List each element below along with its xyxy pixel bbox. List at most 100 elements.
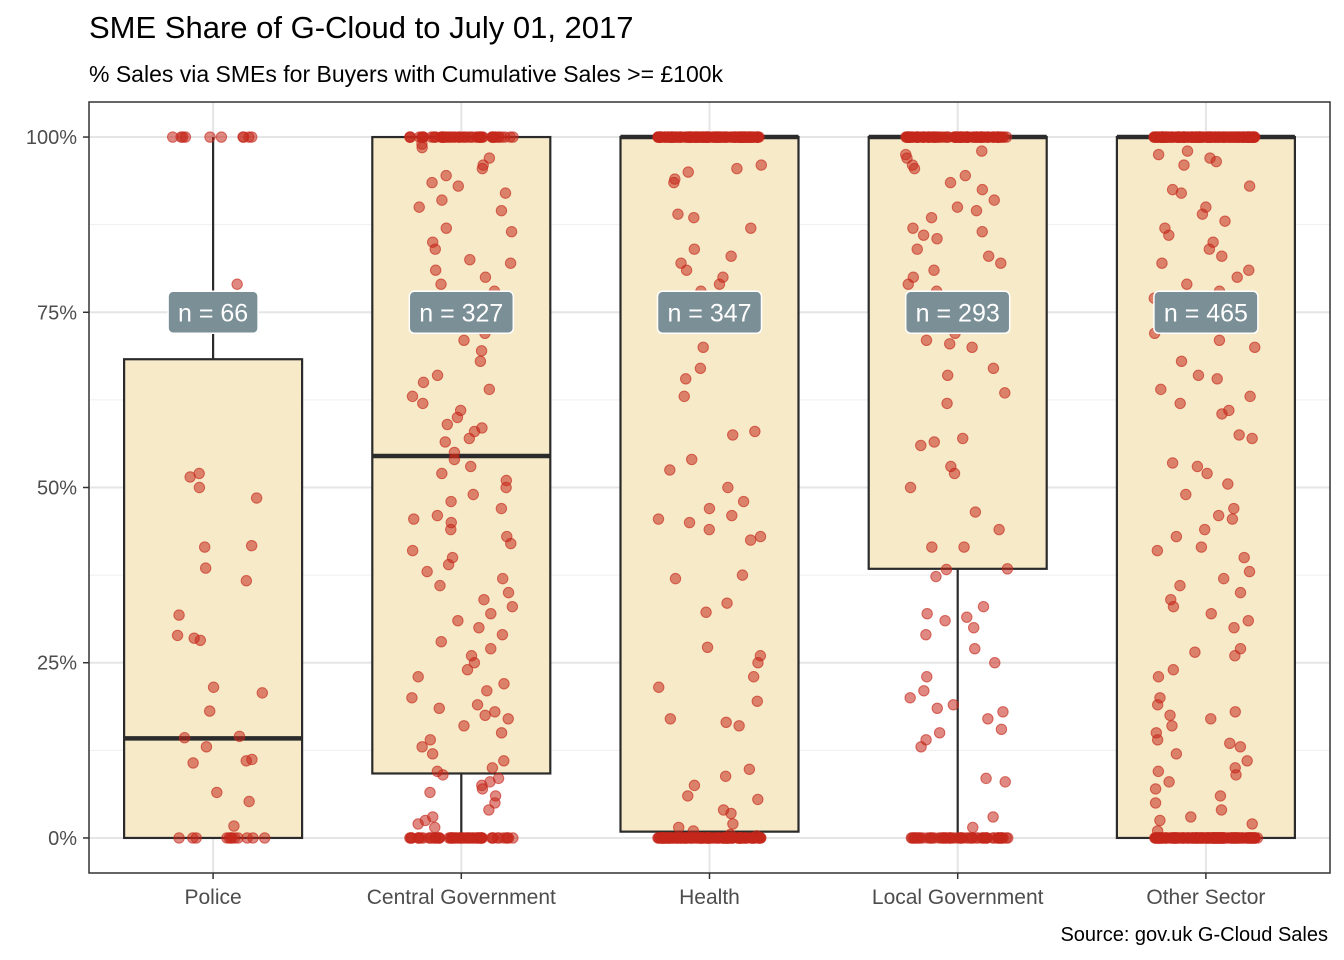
data-point [441, 418, 454, 431]
data-point [1166, 720, 1178, 732]
data-point [200, 741, 213, 753]
data-point [957, 432, 969, 445]
data-point [1149, 797, 1162, 809]
data-point [743, 763, 756, 775]
data-point [452, 180, 464, 192]
data-point [190, 832, 202, 844]
data-point [976, 183, 989, 196]
data-point [664, 464, 676, 476]
data-point [1241, 755, 1253, 767]
data-point [1175, 187, 1187, 199]
data-point [426, 176, 438, 189]
data-point [694, 362, 707, 375]
box [1115, 135, 1297, 840]
data-point [991, 832, 1004, 844]
data-point [1180, 488, 1192, 501]
data-point [703, 523, 715, 536]
data-point [933, 727, 946, 739]
data-point [959, 169, 972, 182]
data-point [1195, 541, 1208, 553]
data-point [727, 818, 739, 830]
data-point [1205, 713, 1217, 725]
data-point [173, 832, 185, 844]
n-label-box [904, 290, 1011, 335]
data-point [498, 755, 510, 767]
data-point [969, 643, 981, 655]
data-point [968, 131, 980, 143]
data-point [982, 250, 995, 262]
data-point [675, 832, 687, 844]
data-point [245, 539, 258, 552]
data-point [479, 709, 491, 721]
data-point [1192, 369, 1205, 382]
data-point [463, 432, 476, 445]
points-1 [404, 131, 519, 844]
data-point [961, 611, 973, 623]
data-point [706, 832, 718, 844]
data-point [921, 131, 934, 143]
data-point [682, 790, 694, 802]
data-point [476, 162, 489, 175]
data-point [467, 488, 479, 501]
data-point [461, 664, 474, 676]
data-point [1231, 271, 1243, 283]
data-point [736, 569, 749, 581]
data-point [406, 692, 418, 704]
data-point [733, 720, 745, 732]
data-point [1164, 709, 1176, 721]
data-point [228, 820, 240, 832]
points-0 [166, 131, 271, 844]
data-point [669, 572, 682, 585]
data-point [1194, 832, 1206, 844]
box-group-1 [371, 135, 552, 838]
data-point [1166, 457, 1179, 469]
data-point [688, 779, 701, 792]
data-point [680, 373, 692, 385]
data-point [1170, 748, 1183, 760]
data-point [673, 821, 685, 834]
data-point [429, 243, 441, 255]
data-point [729, 131, 741, 143]
data-point [471, 699, 484, 711]
x-tick-label: Other Sector [1146, 886, 1265, 909]
data-point [233, 730, 246, 743]
data-point [672, 208, 684, 220]
data-point [256, 687, 268, 699]
data-point [433, 702, 445, 714]
data-point [682, 166, 694, 178]
data-point [177, 131, 189, 143]
data-point [727, 429, 739, 441]
data-point [1149, 131, 1161, 143]
data-point [1155, 383, 1167, 396]
data-point [719, 770, 732, 782]
data-point [444, 131, 456, 143]
data-point [424, 786, 436, 799]
data-point [435, 278, 447, 290]
data-point [701, 641, 714, 654]
data-point [920, 334, 933, 347]
data-point [463, 832, 475, 844]
data-point [1219, 215, 1231, 227]
data-point [436, 467, 448, 480]
data-point [1167, 600, 1180, 613]
data-point [924, 832, 937, 844]
data-point [412, 832, 425, 844]
data-point [668, 176, 680, 189]
data-point [250, 492, 263, 504]
data-point [687, 825, 700, 837]
data-point [193, 481, 206, 494]
data-point [980, 832, 992, 844]
data-point [1181, 278, 1193, 290]
data-point [925, 211, 938, 224]
data-point [445, 523, 457, 536]
data-point [977, 131, 989, 143]
data-point [496, 628, 509, 641]
data-point [1249, 341, 1261, 354]
data-point [951, 201, 964, 213]
data-point [445, 495, 457, 508]
data-point [500, 832, 513, 844]
data-point [475, 832, 488, 844]
data-point [980, 772, 992, 785]
data-point [450, 832, 463, 844]
data-point [703, 502, 716, 515]
